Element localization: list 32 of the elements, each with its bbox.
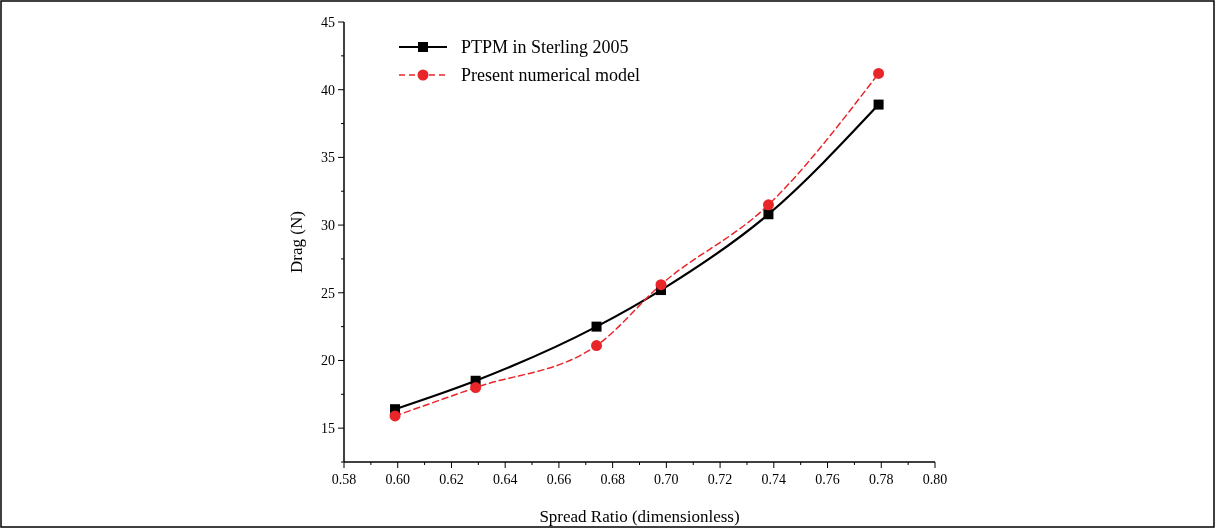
y-tick-label: 40 [321, 82, 335, 98]
legend-label: Present numerical model [461, 65, 640, 85]
point [762, 199, 774, 211]
point [763, 209, 774, 220]
legend-label: PTPM in Sterling 2005 [461, 37, 629, 57]
point [655, 279, 667, 291]
point [591, 340, 603, 352]
point [470, 382, 482, 394]
x-tick-label: 0.70 [654, 472, 679, 487]
y-tick-label: 15 [321, 421, 335, 437]
point [389, 410, 401, 422]
x-tick-label: 0.64 [492, 472, 518, 487]
x-tick-label: 0.80 [922, 472, 948, 487]
x-axis-title: Spread Ratio (dimensionless) [539, 507, 740, 526]
x-tick-label: 0.62 [439, 472, 464, 487]
x-tick-label: 0.76 [815, 472, 840, 487]
x-tick-label: 0.78 [869, 472, 894, 487]
x-tick-label: 0.66 [546, 472, 572, 487]
y-tick-label: 45 [321, 15, 335, 30]
x-tick-label: 0.74 [761, 472, 787, 487]
y-tick-label: 20 [321, 353, 335, 369]
y-tick-label: 35 [321, 150, 335, 166]
x-tick-label: 0.72 [707, 472, 733, 487]
point [873, 99, 884, 110]
x-tick-label: 0.68 [600, 472, 625, 487]
y-axis-title: Drag (N) [287, 211, 306, 273]
y-tick-label: 30 [321, 218, 335, 234]
x-tick-label: 0.60 [385, 472, 410, 487]
point [873, 67, 885, 79]
point [591, 321, 602, 332]
y-tick-label: 25 [321, 285, 335, 301]
x-tick-label: 0.58 [331, 472, 357, 487]
